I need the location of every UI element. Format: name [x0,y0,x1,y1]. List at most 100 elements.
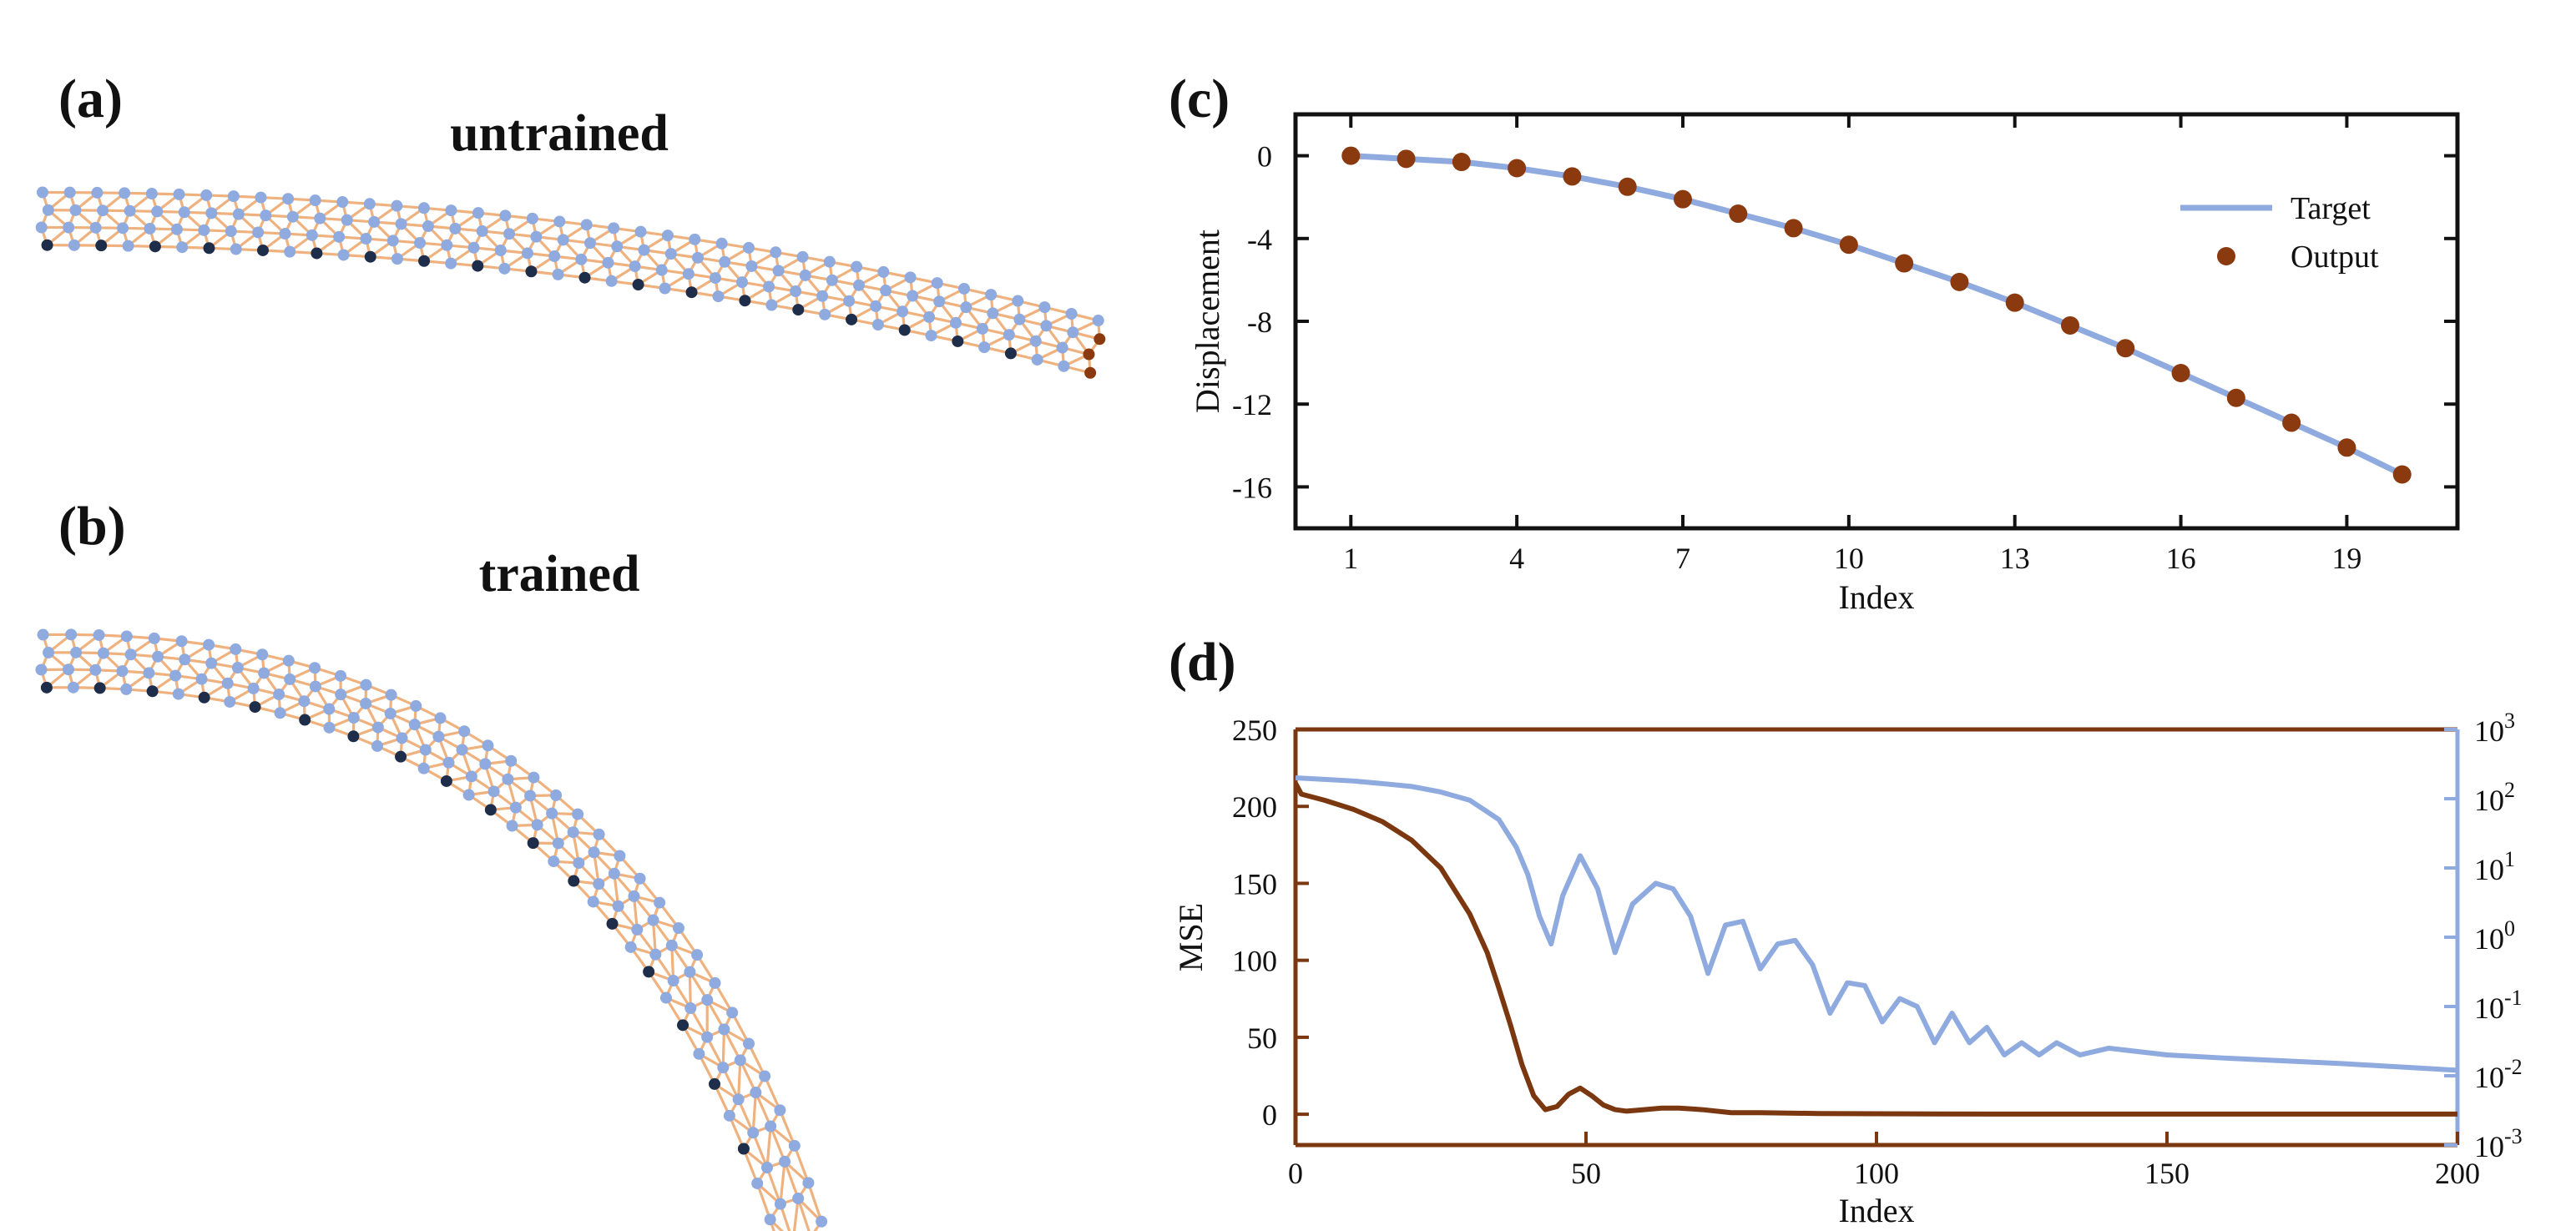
lattice-node [417,202,430,214]
lattice-node [247,682,260,694]
right-tick-label: 10-1 [2474,986,2523,1025]
bond [739,1059,757,1093]
lattice-node [774,1104,786,1117]
bond [737,1060,742,1100]
lattice-node [70,646,83,658]
lattice-node [1003,329,1015,341]
lattice-node [198,224,210,236]
bond [783,1161,800,1199]
output-point [2337,438,2356,457]
lattice-node [36,186,48,199]
x-axis-label: Index [1838,1192,1914,1229]
lattice-node [583,237,596,250]
lattice-node [143,667,155,679]
lattice-node [484,804,497,816]
lattice-node [684,966,696,978]
lattice-node [870,300,882,312]
lattice-node [232,208,245,220]
legend-output-swatch [2217,247,2235,265]
lattice-node [334,669,346,682]
lattice-node [649,948,662,961]
lattice-node [479,758,492,770]
lattice-node [284,245,296,258]
lattice-node [779,1155,791,1168]
lattice-node [871,319,884,331]
lattice-node [624,941,637,953]
lattice-node [745,260,758,272]
lattice-node [91,186,104,199]
lattice-node [122,240,134,252]
lattice-node [503,228,516,240]
lattice-node [419,744,432,756]
right-tick-base: 10 [2474,714,2504,748]
mse-line [1293,782,2457,1117]
lattice-node [952,335,964,347]
lattice-node [760,1162,773,1174]
lattice-node [224,695,236,708]
lattice-node [723,1109,735,1122]
lattice-node [465,770,477,783]
lattice-node [634,872,646,885]
lattice-node [608,867,620,880]
lattice-node [701,994,714,1006]
lattice-node [1084,366,1097,379]
lattice-node [659,991,672,1004]
lattice-node [169,669,182,682]
right-tick-label: 100 [2474,916,2515,956]
lattice-node [923,310,936,323]
lattice-node [260,209,272,222]
lattice-node [628,890,640,902]
x-tick-label: 10 [1834,542,1864,575]
lattice-node [341,214,353,226]
lattice-node [631,923,644,936]
lattice-node [434,712,447,724]
lattice-node [1031,353,1043,366]
lattice-node [557,234,569,246]
output-point [1452,153,1471,172]
lattice-node [792,1192,805,1204]
lattice-node [575,253,588,265]
lattice-node [985,289,998,301]
lattice-node [144,222,156,235]
y-tick-label: 0 [1257,140,1272,174]
lattice-node [742,241,755,254]
right-tick-label: 10-3 [2474,1124,2523,1163]
output-point [1950,272,1969,291]
right-tick-base: 10 [2474,991,2504,1025]
lattice-node [456,744,468,756]
y-tick-label: 100 [1232,945,1277,978]
lattice-node [1013,313,1026,325]
lattice-node [414,237,427,250]
lattice-node [880,285,892,297]
lattice-node [578,271,591,284]
lattice-node [198,691,210,704]
bond [778,1109,796,1147]
lattice-node [552,268,564,280]
bond [754,1092,772,1128]
bond [751,1132,769,1168]
y-tick-label: 0 [1262,1098,1277,1132]
lattice-node [231,662,244,674]
lattice-node [408,719,421,731]
lattice-node [925,330,937,342]
lattice-node [712,290,725,303]
lattice-node [732,1093,745,1106]
lattice-node [175,635,188,648]
right-tick-base: 10 [2474,1061,2504,1094]
lattice-node [371,721,384,734]
lattice-node [151,205,164,218]
lattice-node [611,240,624,253]
lattice-node [632,279,644,291]
y-axis-label: Displacement [1189,230,1226,413]
right-tick-label: 103 [2474,709,2515,748]
lattice-node [309,680,321,693]
y-tick-label: 50 [1247,1022,1277,1055]
lattice-node [467,241,480,254]
lattice-node [299,714,311,726]
lattice-node [63,186,76,199]
legend-output-label: Output [2291,240,2379,275]
x-tick-label: 16 [2166,542,2196,575]
lattice-node [1067,326,1079,339]
output-point [1839,235,1858,255]
lattice-node [422,220,434,233]
